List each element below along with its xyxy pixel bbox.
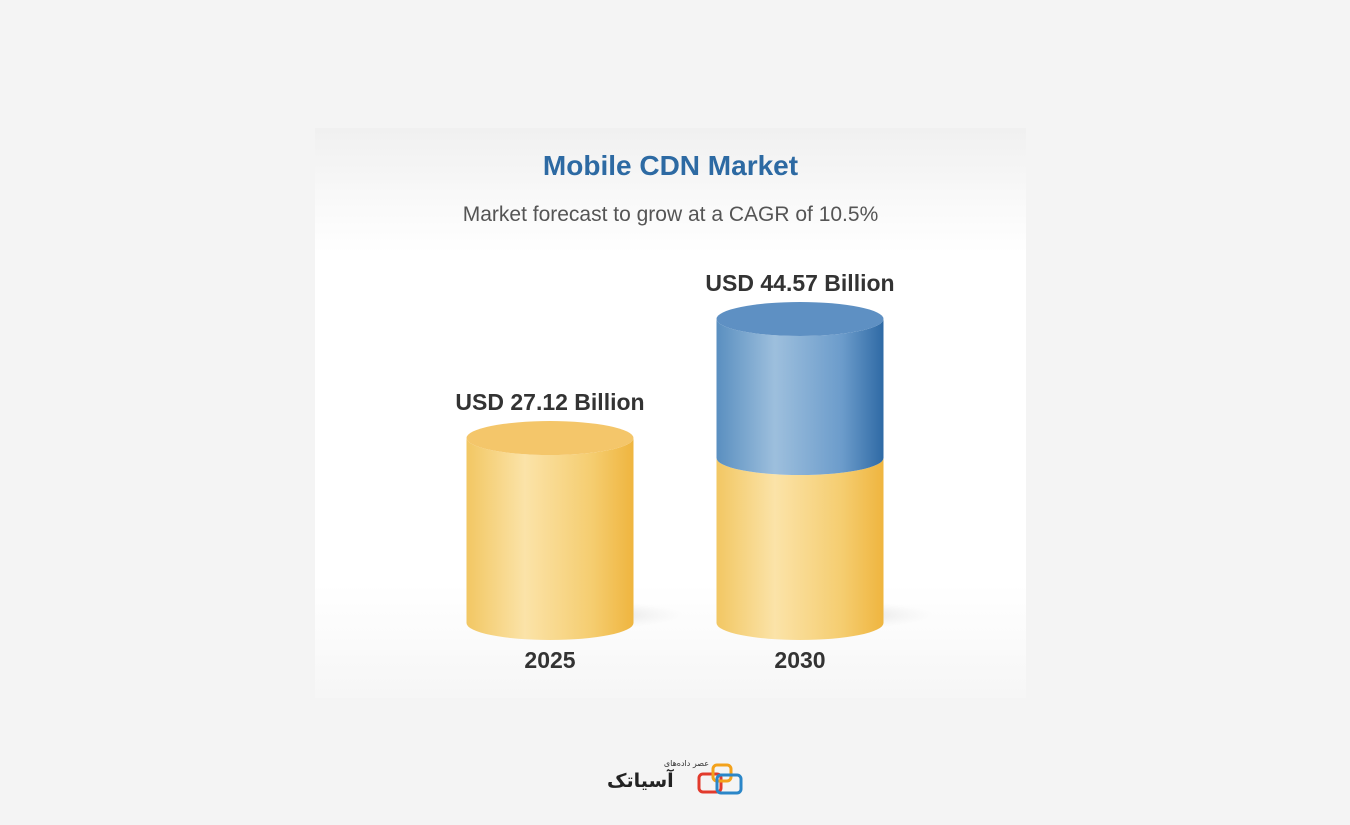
bar-base-segment <box>716 458 884 640</box>
chart-title: Mobile CDN Market <box>542 150 799 181</box>
watermark-logo: عصر داده‌های آسیاتک <box>605 758 747 800</box>
logo-tagline: عصر داده‌های <box>663 759 709 768</box>
x-tick-label: 2030 <box>774 647 825 673</box>
chart-subtitle: Market forecast to grow at a CAGR of 10.… <box>462 203 879 226</box>
bar-2025: USD 27.12 Billion 2025 <box>455 389 684 673</box>
data-label: USD 44.57 Billion <box>705 270 894 296</box>
cloud-logo-icon <box>697 763 743 795</box>
bar-growth-segment <box>716 319 884 476</box>
data-label: USD 27.12 Billion <box>455 389 644 415</box>
bar-body <box>466 438 634 640</box>
bar-top <box>716 302 884 336</box>
bars-layer: USD 27.12 Billion 2025 USD 44.57 Billion 20… <box>455 270 934 673</box>
x-tick-label: 2025 <box>524 647 575 673</box>
bar-top <box>466 421 634 456</box>
logo-wordmark: آسیاتک <box>607 770 674 792</box>
chart-plot: USD 27.12 Billion 2025 USD 44.57 Billion 20… <box>455 270 934 673</box>
bar-2030: USD 44.57 Billion 2030 <box>705 270 934 673</box>
chart-card: Mobile CDN Market Market forecast to gro… <box>315 128 1026 698</box>
